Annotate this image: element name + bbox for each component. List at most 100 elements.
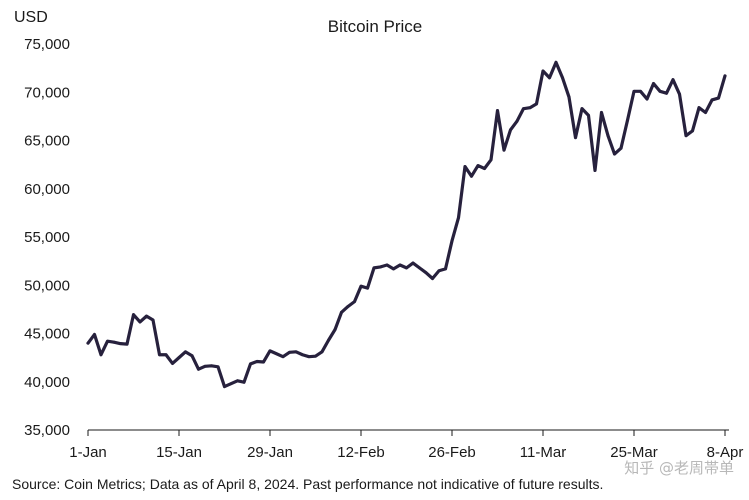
data-point bbox=[203, 364, 207, 368]
x-tick-label: 1-Jan bbox=[69, 444, 107, 461]
data-point bbox=[398, 263, 402, 267]
y-tick-label: 50,000 bbox=[24, 277, 70, 294]
data-point bbox=[561, 76, 564, 80]
data-point bbox=[606, 134, 610, 138]
y-tick-label: 55,000 bbox=[24, 229, 70, 246]
x-tick-label: 15-Jan bbox=[156, 444, 202, 461]
data-point bbox=[184, 350, 187, 354]
data-point bbox=[327, 338, 330, 342]
data-point bbox=[671, 78, 675, 82]
data-point bbox=[385, 263, 389, 267]
data-point bbox=[177, 356, 181, 360]
data-point bbox=[567, 95, 571, 99]
x-tick-label: 26-Feb bbox=[428, 444, 476, 461]
data-point bbox=[613, 152, 616, 156]
y-tick-label: 45,000 bbox=[24, 326, 70, 343]
data-point bbox=[405, 266, 408, 270]
data-point bbox=[288, 350, 291, 354]
data-point bbox=[535, 102, 538, 106]
data-point bbox=[424, 271, 428, 275]
data-points bbox=[86, 60, 727, 388]
data-point bbox=[138, 320, 142, 324]
data-point bbox=[249, 362, 252, 366]
data-point bbox=[294, 350, 298, 354]
data-point bbox=[99, 353, 103, 357]
data-point bbox=[483, 167, 486, 170]
y-tick-label: 60,000 bbox=[24, 181, 70, 198]
data-point bbox=[489, 158, 493, 162]
data-point bbox=[580, 107, 584, 111]
x-tick-label: 11-Mar bbox=[520, 444, 566, 461]
y-tick-label: 75,000 bbox=[24, 36, 70, 53]
data-point bbox=[132, 313, 135, 317]
data-point bbox=[112, 340, 116, 344]
x-tick-label: 8-Apr bbox=[707, 444, 744, 461]
y-axis-label: USD bbox=[14, 9, 48, 26]
data-point bbox=[320, 350, 324, 354]
data-point bbox=[353, 300, 356, 304]
data-point bbox=[600, 111, 603, 114]
data-point bbox=[723, 74, 727, 78]
data-point bbox=[678, 92, 681, 96]
data-point bbox=[210, 364, 213, 368]
y-tick-label: 35,000 bbox=[24, 422, 70, 439]
data-point bbox=[457, 216, 460, 220]
data-point bbox=[151, 318, 155, 322]
data-point bbox=[171, 362, 174, 365]
source-note: Source: Coin Metrics; Data as of April 8… bbox=[12, 476, 603, 492]
data-point bbox=[710, 98, 714, 102]
data-point bbox=[190, 354, 194, 358]
x-tick-label: 29-Jan bbox=[247, 444, 293, 461]
watermark-logo: 知乎 @老周帯单 bbox=[624, 459, 734, 477]
data-point bbox=[372, 266, 376, 270]
y-axis-ticks: 35,000 40,000 45,000 50,000 55,000 60,000 65,0… bbox=[24, 36, 70, 439]
data-point bbox=[307, 355, 311, 359]
data-point bbox=[86, 341, 90, 345]
chart-title: Bitcoin Price bbox=[328, 17, 422, 36]
data-point bbox=[509, 128, 512, 132]
data-point bbox=[515, 119, 519, 123]
y-tick-label: 40,000 bbox=[24, 374, 70, 391]
data-point bbox=[275, 352, 278, 356]
data-point bbox=[333, 328, 337, 332]
data-point bbox=[522, 107, 525, 111]
x-axis-ticks: 1-Jan 15-Jan 29-Jan 12-Feb 26-Feb 11-Mar 25-Ma… bbox=[69, 430, 743, 461]
series-line-bitcoin-price bbox=[86, 60, 727, 389]
data-point bbox=[379, 265, 382, 269]
data-point bbox=[340, 310, 343, 314]
data-point bbox=[639, 89, 642, 93]
data-point bbox=[229, 382, 233, 386]
data-point bbox=[418, 266, 421, 270]
data-point bbox=[444, 267, 447, 271]
data-point bbox=[145, 314, 148, 318]
data-point bbox=[658, 89, 662, 93]
data-point bbox=[106, 339, 109, 343]
data-point bbox=[431, 277, 434, 280]
data-point bbox=[216, 365, 220, 369]
data-point bbox=[268, 349, 272, 353]
data-point bbox=[125, 342, 129, 346]
data-point bbox=[346, 305, 350, 308]
data-point bbox=[574, 136, 577, 140]
data-point bbox=[450, 239, 454, 243]
data-point bbox=[236, 379, 239, 383]
data-point bbox=[314, 354, 317, 358]
data-point bbox=[665, 91, 668, 95]
y-tick-label: 65,000 bbox=[24, 133, 70, 150]
data-point bbox=[392, 267, 395, 271]
data-point bbox=[359, 284, 363, 288]
data-point bbox=[437, 269, 441, 273]
data-point bbox=[697, 106, 701, 110]
data-point bbox=[632, 89, 636, 93]
data-point bbox=[242, 380, 246, 384]
data-point bbox=[301, 353, 304, 357]
data-point bbox=[548, 76, 551, 80]
data-point bbox=[470, 174, 473, 178]
data-point bbox=[554, 60, 558, 64]
data-point bbox=[197, 367, 200, 371]
data-point bbox=[645, 97, 649, 101]
data-point bbox=[684, 134, 688, 138]
data-point bbox=[593, 169, 597, 172]
